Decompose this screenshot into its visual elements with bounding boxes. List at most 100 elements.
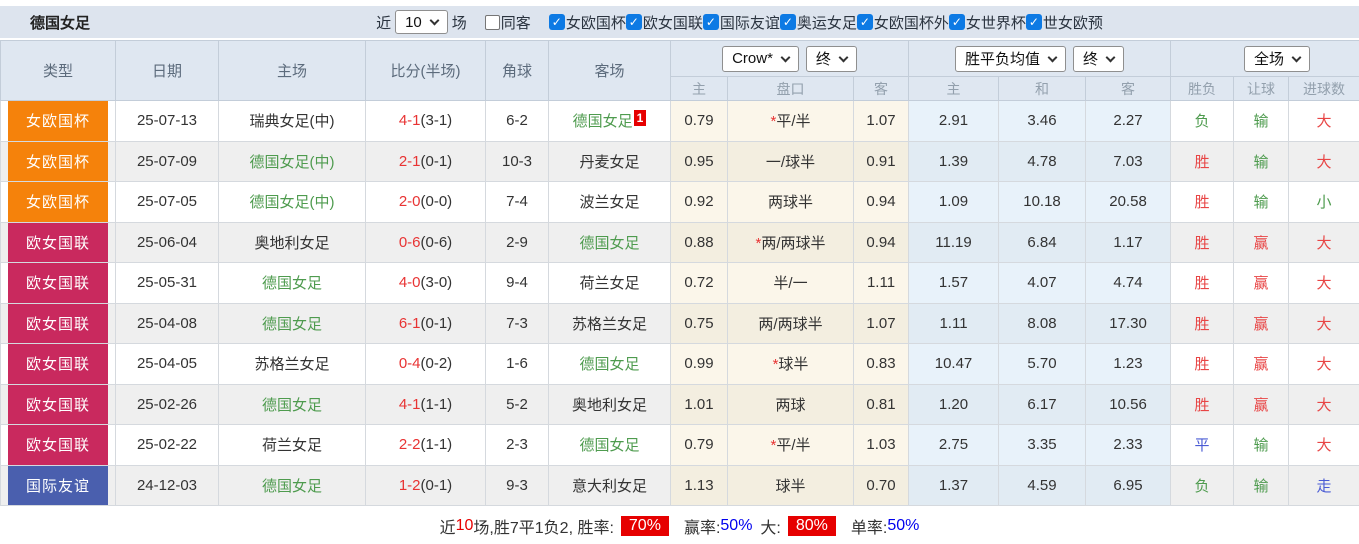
subheader-avg-lose: 客 [1085,76,1172,101]
home-team-cell[interactable]: 瑞典女足(中) [218,100,366,142]
odds-source-select[interactable]: Crow* [722,45,799,72]
avg-type-select[interactable]: 胜平负均值 [955,45,1067,72]
home-team-cell[interactable]: 苏格兰女足 [218,343,366,385]
away-team-cell[interactable]: 德国女足 [548,424,671,466]
filter-controls: 近 10 场 同客 ✓ 女欧国杯 ✓ 欧女国联 ✓ 国际友谊 ✓ [256,10,1103,34]
filter-checkbox[interactable]: ✓ 世女欧预 [1025,12,1103,33]
away-team-cell[interactable]: 荷兰女足 [548,262,671,304]
away-odds-cell: 0.70 [852,464,910,506]
match-count-select[interactable]: 10 [395,10,448,34]
handicap-cell: *平/半 [727,424,854,466]
competition-badge: 女欧国杯 [8,141,108,181]
filter-label: 女世界杯 [965,14,1026,32]
filter-checkbox[interactable]: ✓ 女欧国杯 [548,12,626,33]
full-score: 4-0 [398,274,421,292]
result-cell: 胜 [1170,343,1235,385]
odds-state-select[interactable]: 终 [805,45,857,72]
chevron-down-icon [780,52,791,62]
result-cell: 负 [1170,100,1235,142]
handicap-value: 两球半 [767,194,813,212]
home-team-cell[interactable]: 德国女足 [218,464,366,506]
win-rate-badge: 70% [620,515,669,536]
handicap-value: 两球 [775,396,806,414]
filter-checkbox[interactable]: ✓ 女世界杯 [948,12,1026,33]
full-score: 0-6 [398,233,421,251]
filter-checkbox[interactable]: ✓ 国际友谊 [702,12,780,33]
handicap-cell: 两球半 [727,181,854,223]
full-score: 2-0 [398,193,421,211]
corner-cell: 7-4 [485,181,549,223]
away-team-cell[interactable]: 德国女足 [548,343,671,385]
summary-prefix: 近 [439,519,456,537]
avg-lose-cell: 20.58 [1085,181,1172,223]
avg-lose-cell: 17.30 [1085,302,1172,344]
handicap-result-cell: 赢 [1233,383,1290,425]
date-cell: 25-05-31 [115,262,219,304]
result-cell: 胜 [1170,181,1235,223]
home-odds-cell: 1.13 [670,464,728,506]
home-team-cell[interactable]: 德国女足 [218,302,366,344]
big-label: 大: [760,519,781,537]
filter-checkbox[interactable]: ✓ 奥运女足 [779,12,857,33]
header-home: 主场 [218,40,366,101]
match-type-cell: 女欧国杯 [0,100,116,142]
avg-lose-cell: 10.56 [1085,383,1172,425]
corner-cell: 1-6 [485,343,549,385]
away-team: 丹麦女足 [579,153,640,171]
away-team-cell[interactable]: 波兰女足 [548,181,671,223]
avg-win-cell: 1.11 [908,302,1000,344]
corner-cell: 7-3 [485,302,549,344]
away-team: 德国女足 [572,113,633,131]
avg-win-cell: 11.19 [908,221,1000,263]
avg-state-select[interactable]: 终 [1073,45,1125,72]
score-cell: 0-4(0-2) [365,343,486,385]
away-team-cell[interactable]: 意大利女足 [548,464,671,506]
avg-draw-cell: 3.46 [998,100,1087,142]
home-team-cell[interactable]: 奥地利女足 [218,221,366,263]
half-score: (0-1) [420,476,453,494]
handicap-result-cell: 输 [1233,100,1290,142]
avg-lose-cell: 1.23 [1085,343,1172,385]
home-odds-cell: 0.88 [670,221,728,263]
table-row: 欧女国联 25-06-04 奥地利女足 0-6(0-6) 2-9 德国女足 0.… [0,221,1359,263]
page-title: 德国女足 [30,14,91,32]
handicap-cell: 半/一 [727,262,854,304]
goals-result-cell: 大 [1288,221,1359,263]
filter-checkbox[interactable]: ✓ 欧女国联 [625,12,703,33]
home-odds-cell: 0.72 [670,262,728,304]
away-team: 苏格兰女足 [571,315,647,333]
away-team-cell[interactable]: 奥地利女足 [548,383,671,425]
handicap-result-cell: 输 [1233,464,1290,506]
home-team-cell[interactable]: 德国女足 [218,383,366,425]
header-score: 比分(半场) [365,40,486,101]
scope-select-group: 全场 [1170,40,1359,77]
table-row: 女欧国杯 25-07-13 瑞典女足(中) 4-1(3-1) 6-2 德国女足 1… [0,100,1359,142]
filter-checkbox[interactable]: ✓ 女欧国杯外 [856,12,949,33]
home-team-cell[interactable]: 荷兰女足 [218,424,366,466]
result-cell: 胜 [1170,302,1235,344]
away-odds-cell: 0.81 [852,383,910,425]
away-team-cell[interactable]: 德国女足 [548,221,671,263]
half-score: (1-1) [420,395,453,413]
corner-cell: 2-3 [485,424,549,466]
home-team-cell[interactable]: 德国女足(中) [218,140,366,182]
away-team-cell[interactable]: 德国女足 1 [548,100,671,142]
same-opponent-checkbox[interactable]: 同客 [484,12,531,33]
home-team-cell[interactable]: 德国女足(中) [218,181,366,223]
score-cell: 4-0(3-0) [365,262,486,304]
away-team-cell[interactable]: 苏格兰女足 [548,302,671,344]
home-team-cell[interactable]: 德国女足 [218,262,366,304]
away-odds-cell: 1.11 [852,262,910,304]
away-team: 德国女足 [579,234,640,252]
avg-lose-cell: 2.33 [1085,424,1172,466]
header-date: 日期 [115,40,219,101]
avg-lose-cell: 2.27 [1085,100,1172,142]
handicap-value: 两/两球半 [761,234,826,252]
avg-win-cell: 2.75 [908,424,1000,466]
avg-win-cell: 1.39 [908,140,1000,182]
away-odds-cell: 0.94 [852,181,910,223]
away-team-cell[interactable]: 丹麦女足 [548,140,671,182]
checkbox-checked-icon: ✓ [948,14,965,30]
date-cell: 25-04-08 [115,302,219,344]
scope-select[interactable]: 全场 [1244,45,1311,72]
